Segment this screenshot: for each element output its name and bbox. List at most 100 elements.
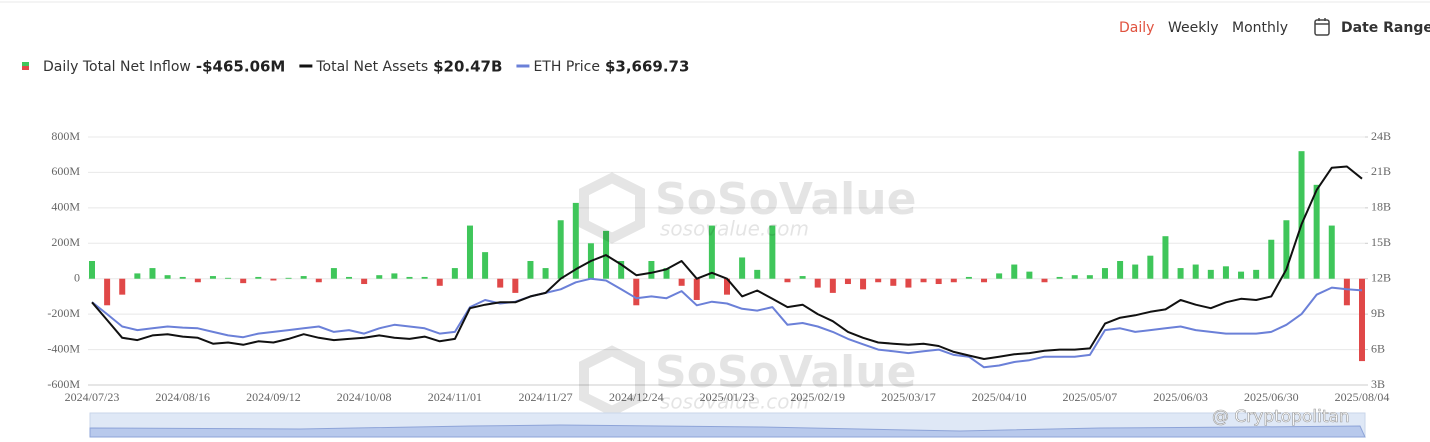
y2-tick-label: 21B — [1371, 164, 1391, 178]
bar — [300, 276, 307, 279]
y2-tick-label: 12B — [1371, 270, 1391, 284]
bar — [436, 278, 443, 286]
bar — [1253, 269, 1260, 279]
y-tick-label: -400M — [47, 341, 80, 355]
bar — [1207, 269, 1214, 279]
x-tick-label: 2024/10/08 — [337, 390, 392, 404]
bar — [905, 278, 912, 288]
bar — [814, 278, 821, 288]
bar — [1041, 278, 1048, 283]
bar — [1162, 236, 1169, 279]
bar — [981, 278, 988, 283]
x-tick-label: 2024/08/16 — [155, 390, 210, 404]
bar — [633, 278, 640, 306]
bar — [527, 261, 534, 279]
bar — [482, 252, 489, 279]
legend-label: Daily Total Net Inflow — [43, 59, 191, 75]
bar — [724, 278, 730, 295]
legend-swatch — [22, 66, 29, 70]
bar — [1071, 275, 1078, 279]
bar — [663, 268, 670, 279]
bar — [1359, 278, 1365, 362]
x-tick-label: 2025/06/30 — [1244, 390, 1299, 404]
x-tick-label: 2024/09/12 — [246, 390, 301, 404]
bar — [391, 273, 398, 279]
bar — [1313, 184, 1320, 279]
legend-item[interactable]: ETH Price $3,669.73 — [516, 58, 689, 76]
y-tick-label: 800M — [51, 129, 80, 143]
bar — [1238, 271, 1245, 279]
bar — [512, 278, 519, 293]
y2-tick-label: 15B — [1371, 235, 1391, 249]
bar — [693, 278, 700, 300]
bar — [1283, 220, 1290, 279]
bar — [950, 278, 957, 283]
x-tick-label: 2025/02/19 — [790, 390, 845, 404]
y2-tick-label: 3B — [1371, 377, 1385, 391]
bar — [149, 268, 156, 279]
bar — [1011, 264, 1018, 279]
bar — [1132, 264, 1139, 279]
bar — [1298, 151, 1305, 279]
y2-tick-label: 18B — [1371, 200, 1391, 214]
y-tick-label: 600M — [51, 164, 80, 178]
bar — [376, 275, 383, 279]
bar — [965, 276, 972, 279]
bar — [1177, 268, 1184, 279]
bar — [996, 273, 1003, 279]
weekly-tab[interactable]: Weekly — [1168, 20, 1219, 36]
bar — [225, 277, 232, 279]
bar — [542, 268, 549, 279]
watermark: SoSoValue — [655, 174, 916, 225]
bar — [209, 276, 216, 279]
watermark-url: sosovalue.com — [660, 217, 809, 241]
bar — [119, 278, 126, 295]
legend-swatch — [22, 62, 29, 66]
bar — [1192, 264, 1199, 279]
daily-tab[interactable]: Daily — [1119, 20, 1154, 36]
bar — [572, 202, 579, 279]
y-tick-label: 0 — [74, 270, 80, 284]
bar — [618, 261, 625, 279]
navigator[interactable] — [89, 412, 1366, 438]
x-tick-label: 2024/12/24 — [609, 390, 664, 404]
x-tick-label: 2025/08/04 — [1335, 390, 1390, 404]
bar — [829, 278, 836, 293]
y-tick-label: 200M — [51, 235, 80, 249]
bar — [1117, 261, 1124, 279]
legend-value: $3,669.73 — [605, 58, 689, 76]
calendar-icon[interactable] — [1314, 18, 1330, 36]
y2-tick-label: 9B — [1371, 306, 1385, 320]
bar — [1101, 268, 1108, 279]
watermark: SoSoValue — [655, 347, 916, 398]
bar — [270, 278, 277, 281]
x-tick-label: 2024/11/01 — [428, 390, 482, 404]
y-tick-label: -600M — [47, 377, 80, 391]
legend-item[interactable]: Total Net Assets $20.47B — [299, 58, 502, 76]
watermarks: SoSoValue sosovalue.com SoSoValue sosova… — [579, 172, 916, 417]
bar — [406, 276, 413, 279]
x-tick-label: 2025/03/17 — [881, 390, 936, 404]
y-tick-label: 400M — [51, 200, 80, 214]
bar — [678, 278, 685, 286]
bar — [1086, 275, 1093, 279]
bar — [466, 225, 473, 279]
watermark-logo — [579, 172, 645, 417]
bar — [134, 273, 141, 279]
legend-label: Total Net Assets — [315, 59, 428, 75]
bar — [240, 278, 247, 284]
bar — [285, 277, 292, 279]
date-range-button[interactable]: Date Range — [1341, 20, 1430, 36]
bar — [784, 278, 791, 283]
bar — [89, 261, 95, 279]
bar — [1056, 276, 1063, 279]
monthly-tab[interactable]: Monthly — [1232, 20, 1288, 36]
y2-tick-label: 6B — [1371, 341, 1385, 355]
legend-item[interactable]: Daily Total Net Inflow -$465.06M — [22, 58, 285, 76]
x-tick-label: 2025/05/07 — [1063, 390, 1118, 404]
bar — [860, 278, 867, 290]
bar — [361, 278, 368, 285]
bar — [179, 276, 186, 279]
